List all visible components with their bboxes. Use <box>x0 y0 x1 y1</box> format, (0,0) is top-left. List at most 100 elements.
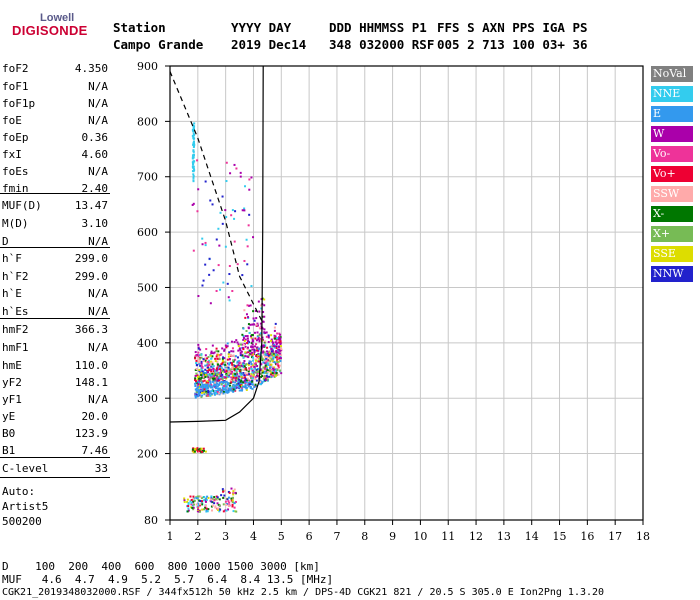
param-value: 13.47 <box>74 199 108 212</box>
trace-point <box>257 300 260 303</box>
trace-point <box>199 389 202 392</box>
trace-point <box>237 343 240 346</box>
trace-point <box>232 496 235 499</box>
x-tick-label: 18 <box>636 530 650 543</box>
y-tick-label: 500 <box>137 281 158 294</box>
trace-point <box>275 351 278 354</box>
trace-point <box>275 347 278 350</box>
trace-point <box>192 202 195 205</box>
trace-point <box>190 498 193 501</box>
trace-point <box>214 392 217 395</box>
trace-point <box>249 383 252 386</box>
trace-point <box>227 370 230 373</box>
trace-point <box>214 381 217 384</box>
param-value: 2.40 <box>81 182 109 195</box>
trace-point <box>195 391 198 394</box>
param-fof1: foF1 N/A <box>2 80 108 96</box>
param-name: foEs <box>2 165 29 178</box>
trace-point <box>211 203 214 206</box>
trace-point <box>196 389 199 392</box>
trace-point <box>249 381 252 384</box>
trace-point <box>247 327 250 330</box>
trace-point <box>249 335 252 338</box>
trace-point <box>199 364 202 367</box>
trace-point <box>204 364 207 367</box>
trace-point <box>266 378 269 381</box>
trace-point <box>209 368 212 371</box>
param-name: foF1 <box>2 80 29 93</box>
trace-point <box>251 369 254 372</box>
trace-point <box>203 393 206 396</box>
trace-point <box>236 368 239 371</box>
trace-point <box>229 388 232 391</box>
trace-point <box>213 392 216 395</box>
x-tick-label: 4 <box>250 530 257 543</box>
trace-point <box>270 375 273 378</box>
trace-point <box>197 351 200 354</box>
trace-point <box>207 364 210 367</box>
trace-point <box>218 498 221 501</box>
trace-point <box>198 450 201 453</box>
trace-point <box>217 503 220 506</box>
trace-point <box>250 363 253 366</box>
trace-point <box>266 367 269 370</box>
trace-point <box>270 372 273 375</box>
trace-point <box>238 375 241 378</box>
param-value: N/A <box>88 165 108 178</box>
trace-point <box>241 373 244 376</box>
trace-point <box>196 502 199 505</box>
trace-point <box>265 331 268 334</box>
trace-point <box>221 386 224 389</box>
trace-point <box>234 384 237 387</box>
trace-point <box>247 356 250 359</box>
trace-point <box>255 349 258 352</box>
trace-point <box>247 368 250 371</box>
trace-point <box>225 161 228 164</box>
trace-point <box>224 509 227 512</box>
trace-point <box>252 375 255 378</box>
trace-point <box>252 356 255 359</box>
trace-point <box>258 326 261 329</box>
trace-point <box>196 496 199 499</box>
trace-point <box>236 378 239 381</box>
trace-point <box>191 128 194 131</box>
param-hes: h`Es N/A <box>2 305 108 321</box>
param-value: N/A <box>88 235 108 248</box>
legend-item-noval: NoVal <box>651 66 693 82</box>
trace-point <box>202 358 205 361</box>
trace-point <box>270 370 273 373</box>
trace-point <box>243 259 246 262</box>
trace-point <box>206 383 209 386</box>
trace-point <box>245 238 248 241</box>
x-tick-label: 15 <box>553 530 567 543</box>
trace-point <box>237 384 240 387</box>
trace-point <box>247 323 250 326</box>
trace-point <box>236 373 239 376</box>
trace-point <box>248 362 251 365</box>
param-value: 7.46 <box>81 444 109 457</box>
param-hf2: h`F2 299.0 <box>2 270 108 286</box>
trace-point <box>204 383 207 386</box>
trace-point <box>243 209 246 212</box>
trace-point <box>204 498 207 501</box>
trace-point <box>222 490 225 493</box>
param-value: 123.9 <box>74 427 108 440</box>
trace-point <box>245 388 248 391</box>
trace-point <box>222 390 225 393</box>
param-value: 33 <box>94 462 108 475</box>
trace-point <box>239 349 242 352</box>
trace-point <box>232 376 235 379</box>
trace-point <box>232 375 235 378</box>
trace-point <box>247 385 250 388</box>
param-b1: B1 7.46 <box>2 444 108 460</box>
param-fof2: foF2 4.350 <box>2 62 108 78</box>
trace-point <box>210 505 213 508</box>
param-name: foE <box>2 114 22 127</box>
y-tick-label: 200 <box>137 448 158 461</box>
trace-point <box>256 367 259 370</box>
trace-point <box>230 350 233 353</box>
trace-point <box>280 345 283 348</box>
trace-point <box>262 310 265 313</box>
trace-point <box>271 353 274 356</box>
trace-point <box>255 354 258 357</box>
